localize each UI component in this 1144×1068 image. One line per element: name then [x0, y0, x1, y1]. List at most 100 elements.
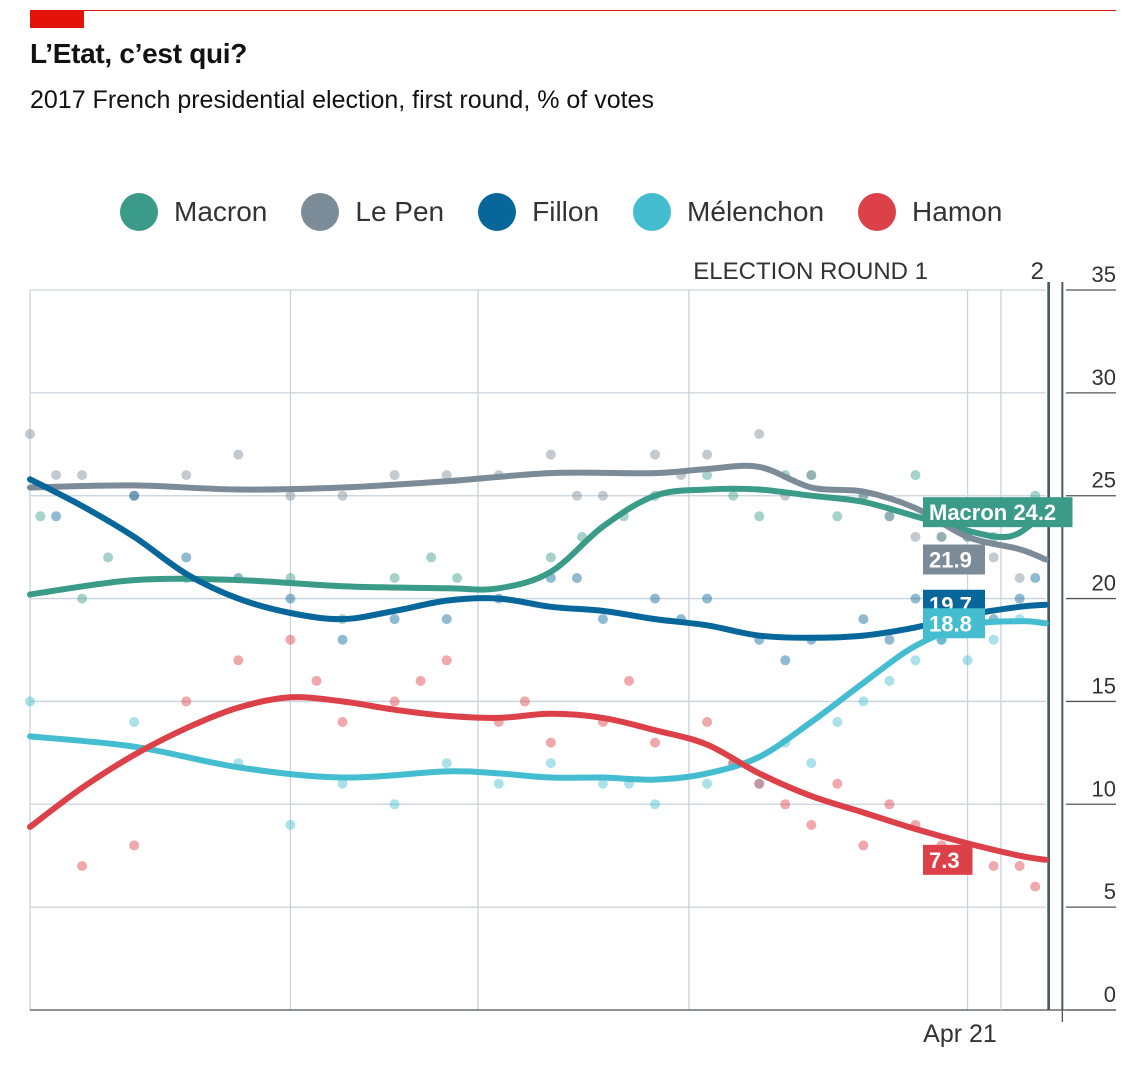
poll-dot-fillon [780, 655, 791, 666]
poll-dot-melenchon [285, 819, 296, 830]
poll-dot-macron [426, 552, 437, 563]
poll-dot-melenchon [702, 778, 713, 789]
legend-item-macron: Macron [120, 193, 267, 231]
poll-dot-hamon [233, 655, 244, 666]
poll-dot-fillon [702, 593, 713, 604]
poll-dot-melenchon [597, 778, 608, 789]
poll-dot-macron [936, 531, 947, 542]
chart-subtitle: 2017 French presidential election, first… [30, 86, 654, 114]
poll-dot-hamon [988, 861, 999, 871]
header-rule [30, 10, 1116, 11]
poll-dot-fillon [650, 593, 661, 604]
trend-line-fillon [27, 476, 1049, 641]
poll-dot-macron [806, 470, 817, 481]
poll-dot-macron [77, 593, 88, 604]
poll-dot-fillon [858, 614, 869, 625]
legend-label-macron: Macron [174, 196, 268, 227]
poll-dot-hamon [337, 717, 348, 727]
poll-dot-hamon [181, 696, 192, 707]
legend-swatch-hamon [858, 193, 897, 231]
poll-dot-melenchon [493, 778, 504, 789]
poll-dot-le-pen [389, 470, 400, 481]
end-label-melenchon: 18.8 [929, 611, 972, 636]
poll-dot-hamon [650, 737, 661, 748]
y-tick-label: 0 [1104, 982, 1116, 1007]
poll-dot-hamon [754, 778, 765, 789]
poll-dot-melenchon [441, 758, 452, 769]
y-tick-label: 5 [1104, 879, 1116, 904]
trend-line-macron [27, 485, 1049, 598]
poll-dot-fillon [1030, 573, 1041, 583]
poll-dot-hamon [1014, 861, 1025, 871]
legend-swatch-le-pen [301, 193, 340, 231]
legend-swatch-fillon [478, 193, 517, 231]
x-tick-label: Apr 21 [923, 1020, 997, 1048]
poll-dot-hamon [545, 737, 556, 748]
poll-dot-macron [545, 552, 556, 563]
poll-dot-melenchon [129, 717, 140, 727]
poll-dot-le-pen [1014, 573, 1025, 583]
legend-item-hamon: Hamon [858, 193, 1002, 231]
poll-dot-macron [754, 511, 765, 522]
end-label-macron: Macron 24.2 [929, 500, 1056, 525]
poll-dot-le-pen [77, 470, 88, 481]
poll-dot-melenchon [988, 634, 999, 645]
poll-dot-macron [452, 573, 463, 583]
legend-label-le-pen: Le Pen [355, 196, 445, 227]
poll-dot-melenchon [806, 758, 817, 769]
round2-label: 2 [1031, 258, 1044, 285]
poll-dot-le-pen [285, 490, 296, 501]
end-label-box-macron [923, 497, 1073, 528]
poll-dot-fillon [337, 634, 348, 645]
poll-dot-le-pen [25, 429, 35, 439]
legend-item-melenchon: Mélenchon [633, 193, 824, 231]
poll-dot-le-pen [181, 470, 192, 481]
legend-swatch-melenchon [633, 193, 672, 231]
poll-dot-hamon [519, 696, 530, 707]
poll-dot-melenchon [337, 778, 348, 789]
poll-dot-fillon [441, 614, 452, 625]
poll-dot-le-pen [806, 470, 817, 481]
poll-dot-le-pen [337, 490, 348, 501]
poll-dot-melenchon [650, 799, 661, 810]
end-label-hamon: 7.3 [929, 848, 960, 873]
poll-dot-le-pen [650, 449, 661, 460]
end-label-le-pen: 21.9 [929, 547, 972, 572]
poll-dot-melenchon [910, 655, 921, 666]
poll-dot-le-pen [754, 429, 765, 439]
poll-dot-hamon [884, 799, 895, 810]
end-label-box-le-pen [923, 544, 985, 575]
y-tick-label: 10 [1092, 776, 1116, 801]
poll-dot-fillon [910, 593, 921, 604]
trend-line-hamon [27, 694, 1049, 863]
legend-label-melenchon: Mélenchon [687, 196, 825, 227]
poll-dot-macron [910, 470, 921, 481]
poll-dot-fillon [597, 614, 608, 625]
poll-dot-fillon [129, 490, 140, 501]
poll-dot-hamon [780, 799, 791, 810]
poll-dot-macron [832, 511, 843, 522]
poll-dot-melenchon [884, 675, 895, 686]
poll-dot-fillon [181, 552, 192, 563]
poll-dot-le-pen [51, 470, 62, 481]
poll-dot-hamon [441, 655, 452, 666]
poll-dot-macron [35, 511, 46, 522]
poll-dot-le-pen [233, 449, 244, 460]
poll-dot-le-pen [936, 531, 947, 542]
round1-label: ELECTION ROUND 1 [693, 258, 928, 285]
poll-dot-melenchon [545, 758, 556, 769]
poll-dot-fillon [884, 634, 895, 645]
poll-dot-le-pen [988, 552, 999, 563]
poll-dot-hamon [1030, 881, 1041, 892]
poll-dot-fillon [389, 614, 400, 625]
legend-label-fillon: Fillon [532, 196, 600, 227]
poll-dot-hamon [702, 717, 713, 727]
trend-line-melenchon [27, 618, 1049, 783]
poll-dot-macron [884, 511, 895, 522]
poll-dot-melenchon [754, 778, 765, 789]
y-tick-label: 25 [1092, 468, 1116, 493]
poll-dot-hamon [806, 819, 817, 830]
y-tick-label: 15 [1092, 673, 1116, 698]
end-label-box-hamon [923, 844, 973, 875]
poll-dot-hamon [858, 840, 869, 851]
